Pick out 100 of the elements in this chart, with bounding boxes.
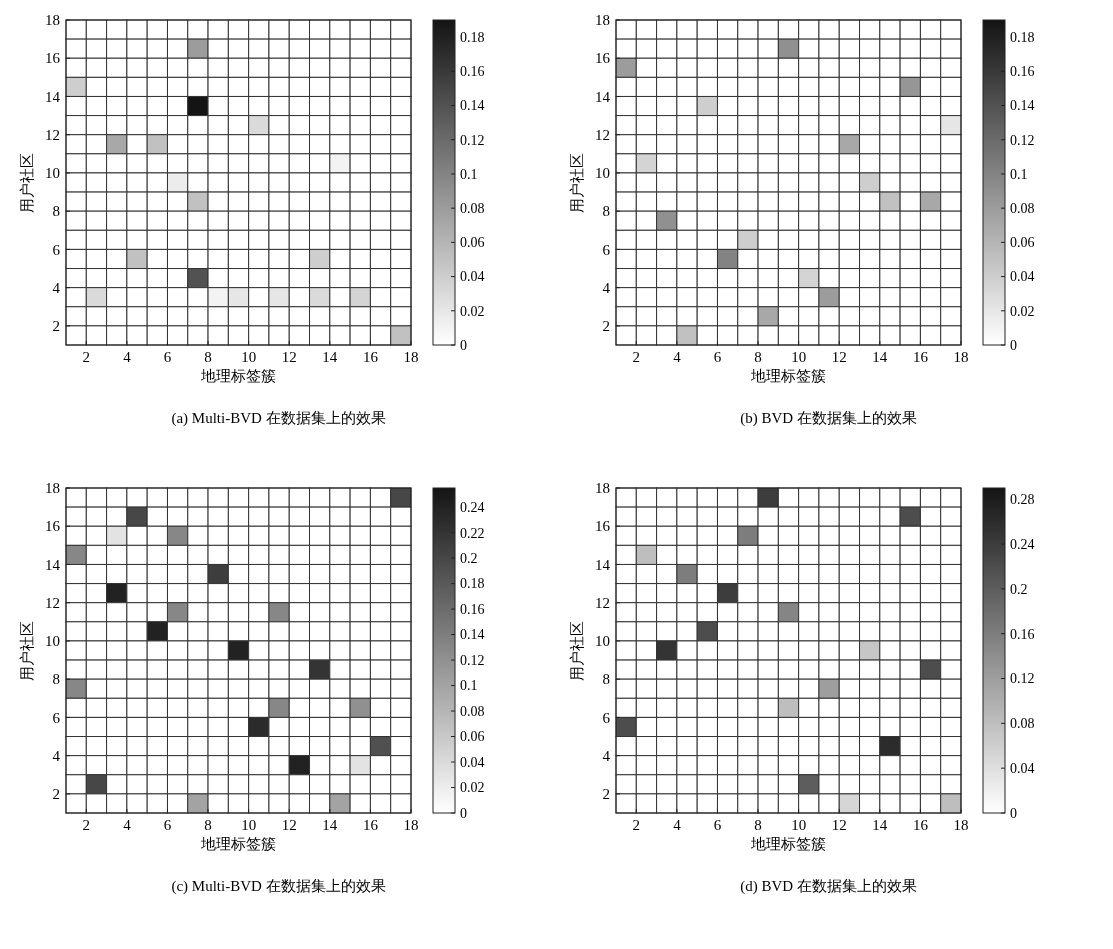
text: (a) Multi-BVD 在数据集上的效果 xyxy=(171,410,386,427)
color-bar-label: 0.16 xyxy=(1010,626,1035,642)
x-tick-label: 14 xyxy=(322,349,338,365)
x-tick-label: 4 xyxy=(673,817,682,833)
x-tick-label: 4 xyxy=(123,349,132,365)
y-tick-label: 2 xyxy=(52,318,60,335)
color-bar-label: 0.16 xyxy=(1010,64,1035,80)
x-tick-label: 2 xyxy=(82,817,91,833)
color-bar-label: 0.18 xyxy=(460,30,485,46)
x-tick-label: 18 xyxy=(403,349,419,365)
x-tick-label: 12 xyxy=(281,817,297,833)
color-bar-label: 0.04 xyxy=(1010,761,1035,777)
y-tick-label: 2 xyxy=(602,318,610,335)
x-axis-title: 地理标签簇 xyxy=(200,836,276,852)
x-tick-label: 2 xyxy=(632,349,641,365)
color-bar-label: 0.22 xyxy=(460,525,485,541)
y-tick-label: 16 xyxy=(595,518,611,535)
color-bar-label: 0.04 xyxy=(460,754,485,770)
x-tick-label: 16 xyxy=(362,817,379,833)
y-tick-label: 14 xyxy=(45,88,61,105)
x-tick-label: 10 xyxy=(241,349,257,365)
y-tick-label: 12 xyxy=(595,594,610,611)
x-tick-label: 6 xyxy=(713,817,722,833)
x-axis-title: 地理标签簇 xyxy=(200,368,276,384)
x-tick-label: 4 xyxy=(673,349,682,365)
x-tick-label: 8 xyxy=(754,817,762,833)
y-tick-label: 2 xyxy=(52,786,60,803)
color-bar-label: 0.02 xyxy=(460,303,485,319)
y-tick-label: 18 xyxy=(595,480,610,497)
color-bar-label: 0.28 xyxy=(1010,492,1035,508)
x-tick-label: 16 xyxy=(362,349,379,365)
y-tick-label: 14 xyxy=(595,556,611,573)
x-tick-label: 14 xyxy=(872,349,888,365)
y-tick-label: 12 xyxy=(45,126,60,143)
color-bar-label: 0.06 xyxy=(1010,235,1035,251)
text: (b) BVD 在数据集上的效果 xyxy=(740,410,917,427)
x-tick-label: 4 xyxy=(123,817,132,833)
x-tick-label: 6 xyxy=(163,349,172,365)
color-bar-label: 0.08 xyxy=(1010,716,1035,732)
y-tick-label: 6 xyxy=(52,709,61,726)
color-bar-label: 0.18 xyxy=(1010,30,1035,46)
y-axis-title: 用户社区 xyxy=(569,620,585,681)
y-tick-label: 12 xyxy=(595,126,610,143)
y-tick-label: 14 xyxy=(595,88,611,105)
y-axis-title: 用户社区 xyxy=(569,152,585,213)
color-bar-label: 0.12 xyxy=(1010,671,1035,687)
y-tick-label: 10 xyxy=(595,633,610,650)
x-tick-label: 8 xyxy=(754,349,762,365)
x-tick-label: 18 xyxy=(953,349,969,365)
color-bar-label: 0 xyxy=(1010,337,1017,353)
color-bar-label: 0.1 xyxy=(460,166,478,182)
x-tick-label: 8 xyxy=(204,349,212,365)
y-axis-title: 用户社区 xyxy=(19,620,35,681)
y-tick-label: 10 xyxy=(45,633,60,650)
x-tick-label: 10 xyxy=(791,817,807,833)
y-tick-label: 12 xyxy=(45,594,60,611)
x-tick-label: 6 xyxy=(713,349,722,365)
y-tick-label: 6 xyxy=(602,709,611,726)
color-bar-label: 0.18 xyxy=(460,576,485,592)
color-bar-label: 0.14 xyxy=(1010,98,1035,114)
y-tick-label: 8 xyxy=(602,203,610,220)
text: (c) Multi-BVD 在数据集上的效果 xyxy=(171,878,386,895)
x-axis-title: 地理标签簇 xyxy=(750,836,826,852)
color-bar-label: 0.16 xyxy=(460,64,485,80)
y-tick-label: 4 xyxy=(602,279,611,296)
y-tick-label: 8 xyxy=(52,203,60,220)
x-tick-label: 10 xyxy=(241,817,257,833)
color-bar-label: 0 xyxy=(460,337,467,353)
y-tick-label: 18 xyxy=(45,12,60,29)
x-tick-label: 10 xyxy=(791,349,807,365)
x-tick-label: 16 xyxy=(912,349,929,365)
y-tick-label: 8 xyxy=(602,671,610,688)
color-bar-label: 0.08 xyxy=(460,703,485,719)
x-tick-label: 6 xyxy=(163,817,172,833)
color-bar-label: 0.1 xyxy=(460,678,478,694)
y-tick-label: 6 xyxy=(52,241,61,258)
x-tick-label: 2 xyxy=(632,817,641,833)
y-tick-label: 8 xyxy=(52,671,60,688)
color-bar-label: 0 xyxy=(1010,805,1017,821)
color-bar-label: 0.08 xyxy=(460,201,485,217)
x-tick-label: 8 xyxy=(204,817,212,833)
y-tick-label: 10 xyxy=(595,165,610,182)
y-tick-label: 4 xyxy=(52,747,61,764)
color-bar-label: 0.12 xyxy=(460,652,485,668)
y-tick-label: 2 xyxy=(602,786,610,803)
y-tick-label: 10 xyxy=(45,165,60,182)
color-bar-label: 0.04 xyxy=(460,269,485,285)
color-bar-label: 0.24 xyxy=(1010,536,1035,552)
color-bar-label: 0.06 xyxy=(460,729,485,745)
color-bar-label: 0.2 xyxy=(1010,581,1028,597)
y-tick-label: 18 xyxy=(45,480,60,497)
x-tick-label: 12 xyxy=(831,349,847,365)
x-tick-label: 2 xyxy=(82,349,91,365)
y-tick-label: 16 xyxy=(45,50,61,67)
color-bar-label: 0.02 xyxy=(460,780,485,796)
x-tick-label: 12 xyxy=(281,349,297,365)
y-tick-label: 16 xyxy=(595,50,611,67)
y-axis-title: 用户社区 xyxy=(19,152,35,213)
y-tick-label: 4 xyxy=(52,279,61,296)
color-bar-label: 0.12 xyxy=(1010,132,1035,148)
